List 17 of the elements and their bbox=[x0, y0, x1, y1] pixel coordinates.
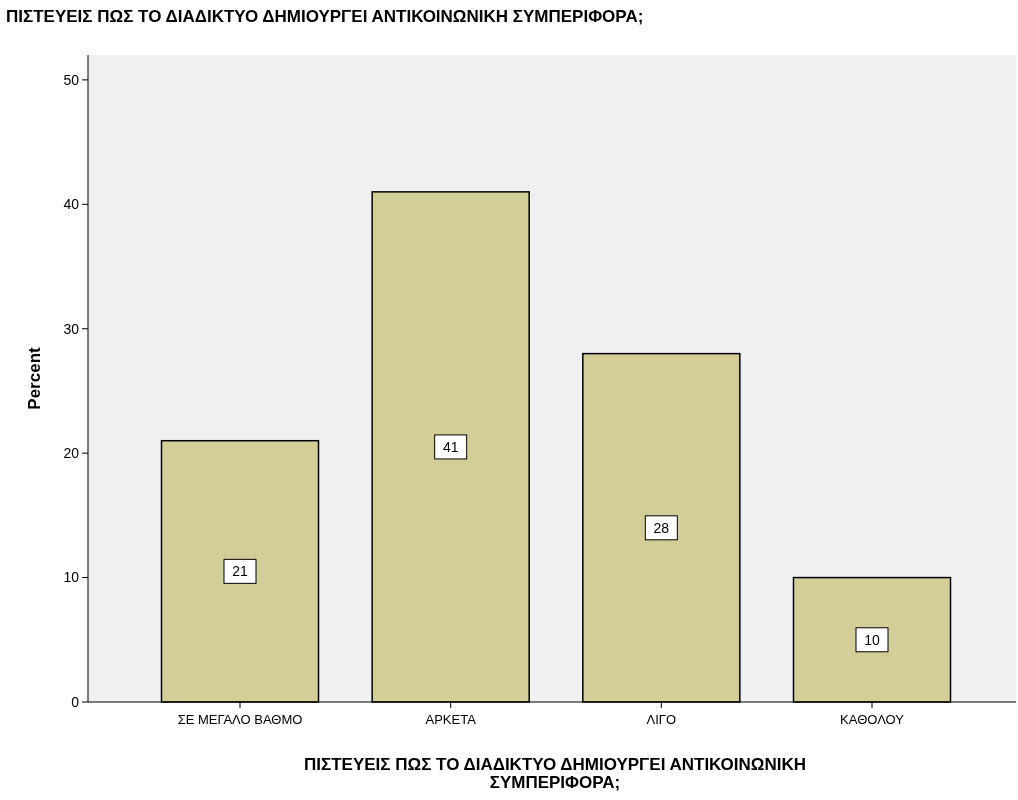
data-label: 10 bbox=[864, 631, 880, 648]
y-tick-label: 20 bbox=[63, 445, 80, 462]
x-tick-label: ΛΙΓΟ bbox=[646, 712, 677, 727]
data-label: 21 bbox=[232, 563, 248, 580]
y-axis-title: Percent bbox=[25, 346, 44, 410]
x-axis-title: ΠΙΣΤΕΥΕΙΣ ΠΩΣ ΤΟ ΔΙΑΔΙΚΤΥΟ ΔΗΜΙΟΥΡΓΕΙ ΑΝΤΙΚΟΙΝΩΝΙΚΗ ΣΥΜΠΕΡΙΦΟΡΑ; bbox=[303, 755, 807, 792]
y-tick-label: 50 bbox=[63, 71, 80, 88]
x-tick-label: ΑΡΚΕΤΑ bbox=[425, 712, 477, 727]
x-tick-label: ΣΕ ΜΕΓΑΛΟ ΒΑΘΜΟ bbox=[177, 712, 303, 727]
chart-title: ΠΙΣΤΕΥΕΙΣ ΠΩΣ ΤΟ ΔΙΑΔΙΚΤΥΟ ΔΗΜΙΟΥΡΓΕΙ ΑΝΤΙΚΟΙΝΩΝΙΚΗ ΣΥΜΠΕΡΙΦΟΡΑ; bbox=[6, 7, 644, 26]
y-tick-label: 0 bbox=[71, 693, 80, 710]
y-tick-label: 40 bbox=[63, 196, 80, 213]
y-tick-label: 30 bbox=[63, 320, 80, 337]
data-label: 28 bbox=[653, 519, 670, 536]
data-label: 41 bbox=[442, 438, 459, 455]
y-tick-label: 10 bbox=[63, 569, 80, 586]
x-tick-label: ΚΑΘΟΛΟΥ bbox=[840, 712, 905, 727]
